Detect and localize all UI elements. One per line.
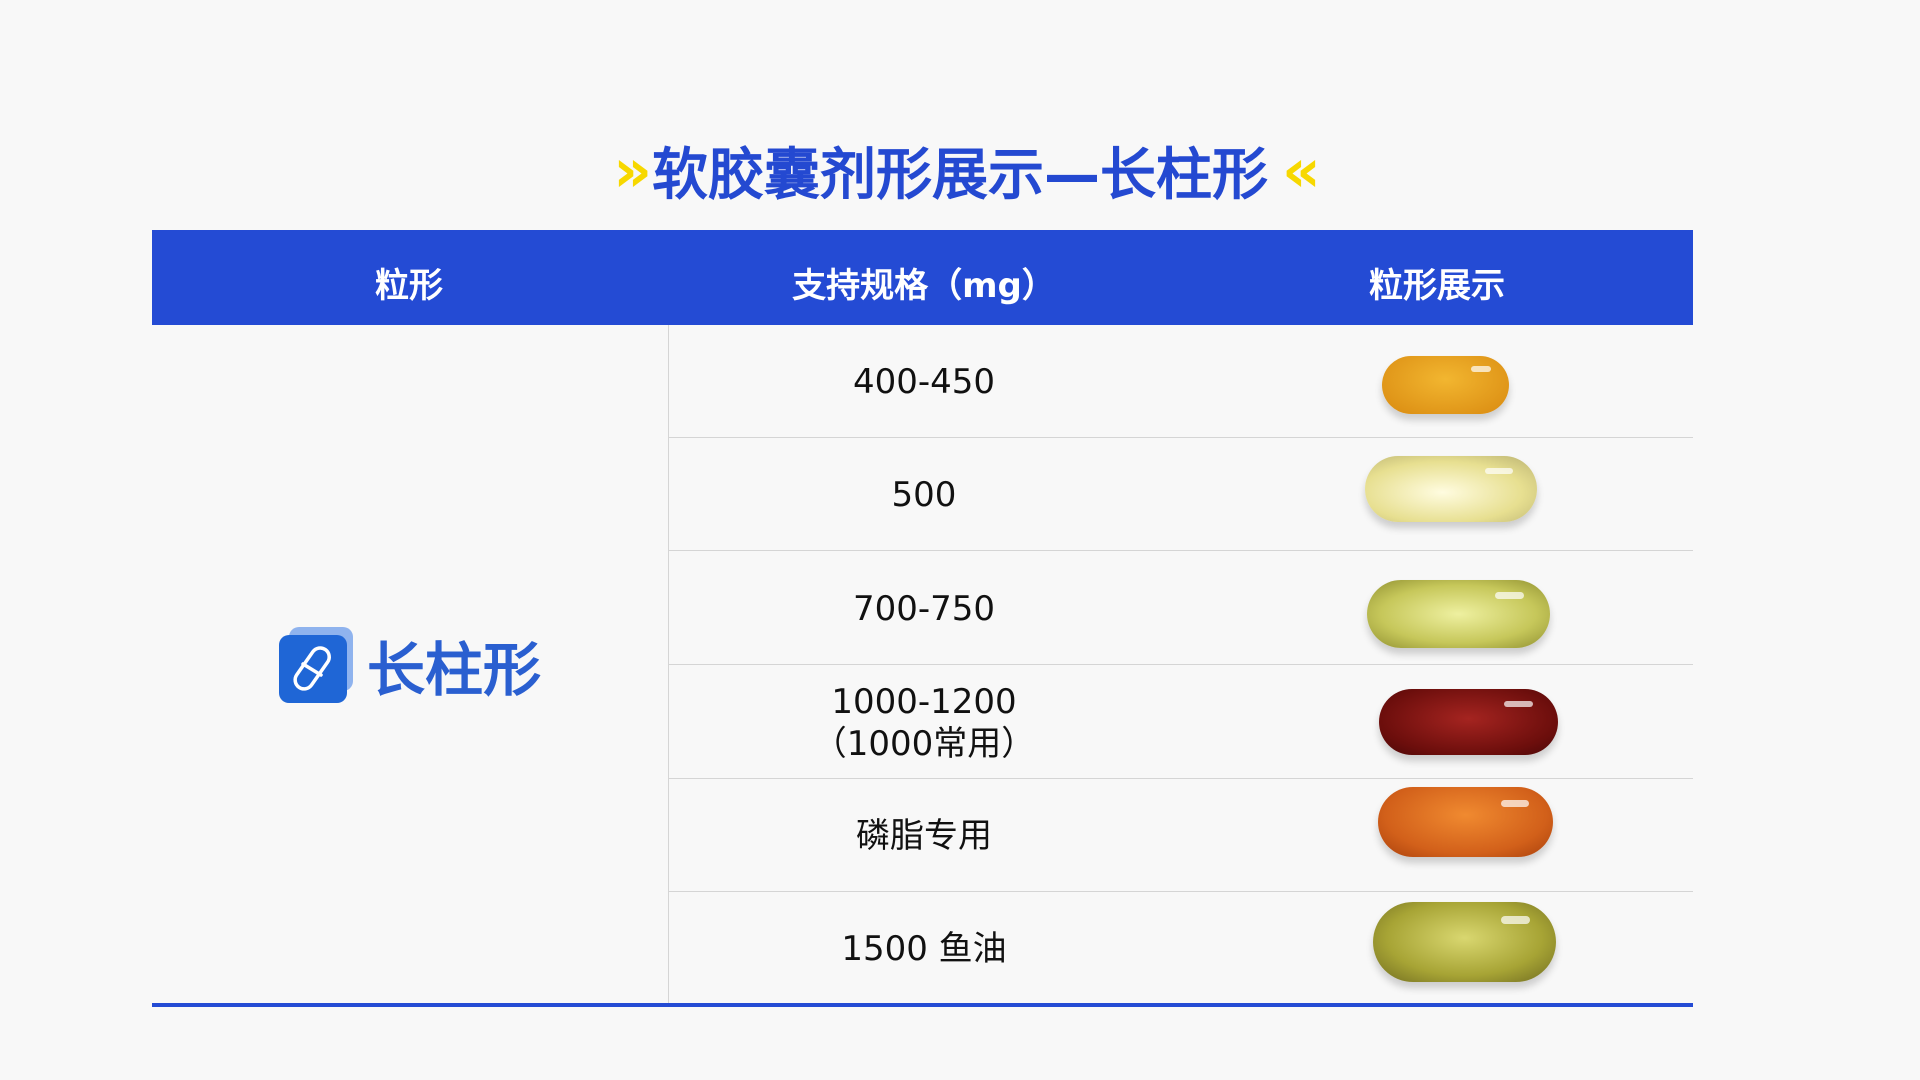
shape-cell: 长柱形 (152, 325, 668, 1005)
spec-value: 1000-1200 （1000常用） (812, 681, 1036, 764)
table-header: 粒形 支持规格（mg） 粒形展示 (152, 230, 1693, 325)
capsule-image (1382, 356, 1509, 414)
capsule-image (1365, 456, 1537, 522)
capsule-image (1373, 902, 1556, 982)
table-row: 700-750 (668, 552, 1693, 665)
spec-value: 400-450 (852, 361, 996, 402)
capsule-image (1378, 787, 1553, 857)
spec-value: 1500 鱼油 (841, 928, 1007, 969)
header-spec: 支持规格（mg） (792, 266, 1056, 306)
chevron-left-icon: « (1282, 135, 1321, 206)
table-row: 400-450 (668, 325, 1693, 438)
table-bottom-border (152, 1003, 1693, 1007)
header-display: 粒形展示 (1369, 266, 1505, 306)
table-row: 500 (668, 438, 1693, 551)
chevron-right-icon: » (613, 135, 652, 206)
table-row: 1000-1200 （1000常用） (668, 666, 1693, 779)
title-text: 软胶囊剂形展示—长柱形 (652, 143, 1268, 208)
spec-value: 500 (891, 474, 957, 515)
capsule-image (1379, 689, 1558, 755)
capsule-icon (278, 627, 353, 703)
capsule-image (1367, 580, 1550, 648)
table-row: 磷脂专用 (668, 779, 1693, 892)
page-title: » 软胶囊剂形展示—长柱形 « (0, 130, 1920, 211)
column-divider (668, 325, 669, 1005)
table-row: 1500 鱼油 (668, 892, 1693, 1005)
shape-label: 长柱形 (366, 636, 541, 704)
header-shape: 粒形 (375, 266, 443, 306)
spec-value: 700-750 (852, 588, 996, 629)
spec-value: 磷脂专用 (856, 815, 992, 856)
